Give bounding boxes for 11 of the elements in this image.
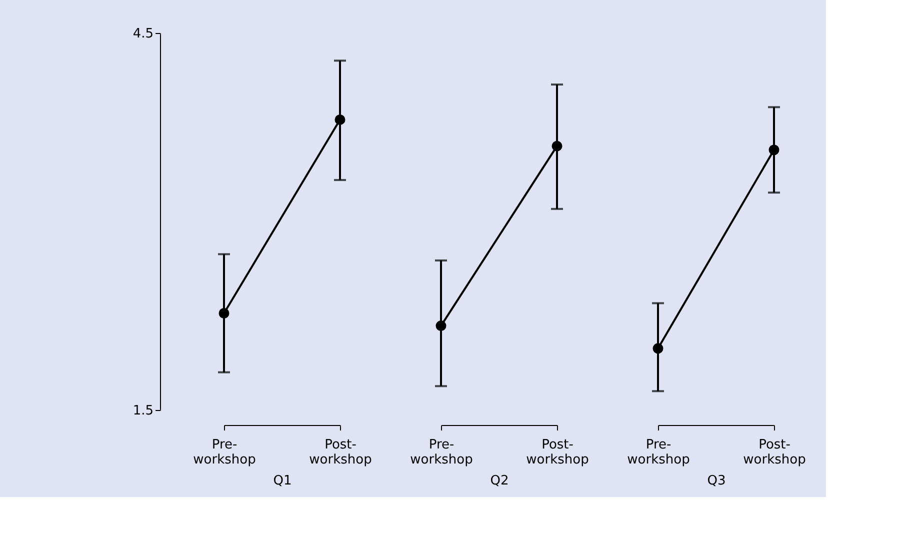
x-tick-label: Pre- workshop: [193, 438, 256, 468]
x-tick-label: Post- workshop: [743, 438, 806, 468]
x-tick-label: Pre- workshop: [627, 438, 690, 468]
y-tick-label: 4.5: [132, 26, 154, 42]
x-tick-label: Post- workshop: [526, 438, 589, 468]
x-tick-label: Pre- workshop: [410, 438, 473, 468]
x-tick-label: Post- workshop: [309, 438, 372, 468]
x-axis-title: Q3: [707, 474, 726, 488]
x-axis-title: Q2: [490, 474, 509, 488]
y-tick-label: 1.5: [132, 404, 154, 418]
x-axis-title: Q1: [273, 474, 292, 488]
